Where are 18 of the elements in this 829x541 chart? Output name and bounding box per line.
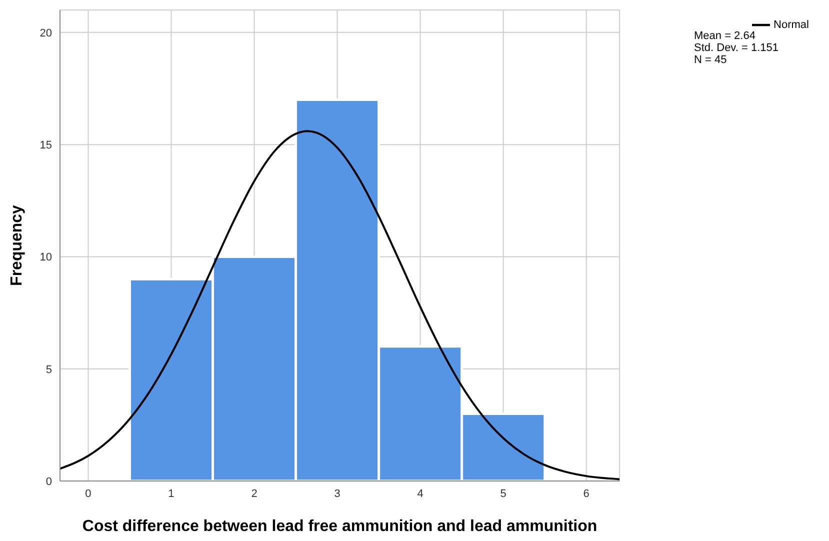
- x-axis-title: Cost difference between lead free ammunition and lead ammunition: [82, 518, 598, 535]
- y-tick-label: 5: [46, 364, 52, 376]
- x-tick-label: 1: [168, 488, 174, 500]
- y-axis-title: Frequency: [8, 204, 26, 286]
- x-tick-label: 2: [251, 488, 258, 500]
- text: Mean = 2.64: [694, 30, 756, 42]
- x-tick-label: 0: [85, 488, 92, 500]
- x-tick-label: 4: [417, 488, 424, 500]
- text: N = 45: [694, 54, 728, 66]
- y-tick-label: 10: [40, 252, 52, 264]
- x-tick-label: 6: [583, 488, 590, 500]
- x-tick-label: 5: [500, 488, 506, 500]
- legend-label: Normal: [774, 18, 809, 31]
- y-tick-label: 20: [40, 27, 52, 40]
- text: Std. Dev. = 1.151: [694, 42, 778, 54]
- x-tick-label: 3: [334, 488, 340, 500]
- y-tick-label: 15: [40, 139, 52, 152]
- y-tick-label: 0: [46, 476, 52, 488]
